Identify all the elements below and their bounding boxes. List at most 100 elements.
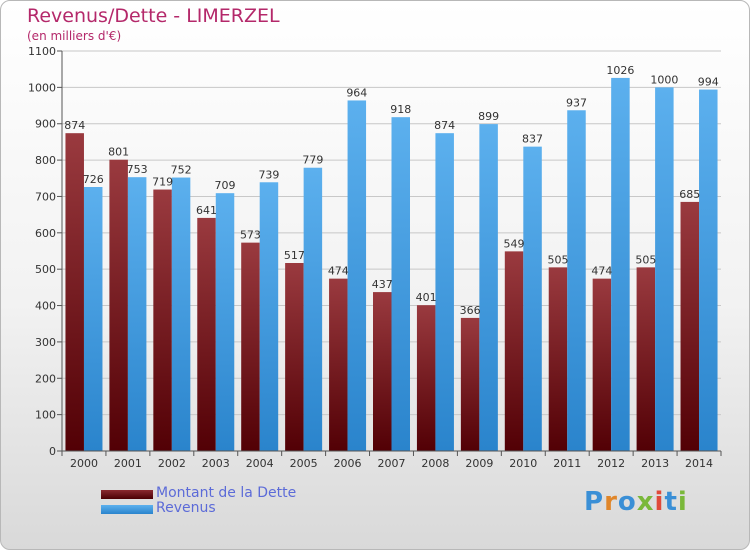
bar-revenus bbox=[83, 187, 103, 451]
data-label-revenus: 918 bbox=[390, 103, 411, 116]
bar-revenus bbox=[127, 177, 147, 451]
x-tick-label: 2007 bbox=[378, 457, 406, 470]
y-tick-label: 700 bbox=[35, 190, 56, 203]
data-label-dette: 641 bbox=[196, 204, 217, 217]
data-label-revenus: 994 bbox=[698, 76, 719, 89]
data-label-revenus: 1000 bbox=[650, 73, 678, 86]
logo-letter: i bbox=[677, 487, 688, 517]
logo-letter: t bbox=[664, 487, 678, 517]
bar-revenus bbox=[611, 77, 630, 451]
bar-dette bbox=[197, 217, 216, 451]
legend-swatch-revenus bbox=[101, 505, 153, 514]
data-label-dette: 685 bbox=[679, 188, 700, 201]
proxiti-logo: Proxiti bbox=[584, 487, 688, 517]
bar-revenus bbox=[171, 177, 191, 451]
data-label-revenus: 937 bbox=[566, 96, 587, 109]
x-tick-label: 2003 bbox=[202, 457, 230, 470]
bar-revenus bbox=[347, 100, 367, 452]
bar-dette bbox=[680, 201, 700, 451]
bar-dette bbox=[460, 317, 480, 451]
legend-label-revenus: Revenus bbox=[156, 500, 216, 516]
y-tick-label: 200 bbox=[35, 372, 56, 385]
data-label-revenus: 1026 bbox=[606, 64, 634, 77]
x-tick-label: 2011 bbox=[553, 457, 581, 470]
chart-title: Revenus/Dette - LIMERZEL bbox=[27, 5, 280, 27]
data-label-dette: 474 bbox=[328, 265, 349, 278]
legend-item-revenus: Revenus bbox=[101, 500, 361, 517]
logo-letter: P bbox=[584, 487, 605, 517]
y-tick-label: 400 bbox=[35, 300, 56, 313]
bar-dette bbox=[285, 263, 304, 451]
data-label-dette: 505 bbox=[635, 253, 656, 266]
x-tick-label: 2004 bbox=[246, 457, 274, 470]
bar-dette bbox=[416, 305, 436, 451]
bar-revenus bbox=[655, 87, 674, 451]
x-tick-label: 2002 bbox=[158, 457, 186, 470]
legend-item-dette: Montant de la Dette bbox=[101, 485, 361, 502]
data-label-revenus: 726 bbox=[83, 173, 104, 186]
bar-revenus bbox=[303, 167, 323, 451]
y-tick-label: 500 bbox=[35, 263, 56, 276]
bar-revenus bbox=[215, 193, 235, 451]
x-tick-label: 2009 bbox=[465, 457, 493, 470]
y-tick-label: 1000 bbox=[28, 81, 56, 94]
data-label-revenus: 837 bbox=[522, 133, 543, 146]
bar-dette bbox=[109, 159, 128, 451]
bar-dette bbox=[373, 292, 392, 451]
y-tick-label: 900 bbox=[35, 118, 56, 131]
x-tick-label: 2010 bbox=[509, 457, 537, 470]
data-label-revenus: 752 bbox=[171, 164, 192, 177]
data-label-dette: 474 bbox=[591, 265, 612, 278]
y-tick-label: 1100 bbox=[28, 45, 56, 58]
bar-revenus bbox=[259, 182, 279, 452]
x-tick-label: 2001 bbox=[114, 457, 142, 470]
data-label-dette: 719 bbox=[152, 176, 173, 189]
bar-revenus bbox=[523, 146, 542, 452]
bar-revenus bbox=[435, 133, 454, 451]
data-label-dette: 366 bbox=[460, 304, 481, 317]
data-label-revenus: 709 bbox=[215, 179, 236, 192]
bar-revenus bbox=[391, 117, 410, 451]
x-tick-label: 2013 bbox=[641, 457, 669, 470]
x-tick-label: 2008 bbox=[421, 457, 449, 470]
y-tick-label: 100 bbox=[35, 409, 56, 422]
data-label-revenus: 753 bbox=[127, 163, 148, 176]
logo-letter: x bbox=[636, 487, 655, 517]
bar-dette bbox=[592, 278, 612, 451]
x-tick-label: 2000 bbox=[70, 457, 98, 470]
bar-dette bbox=[504, 251, 524, 451]
legend: Montant de la Dette Revenus bbox=[101, 485, 361, 517]
bar-revenus bbox=[567, 110, 586, 451]
data-label-revenus: 739 bbox=[258, 168, 279, 181]
y-tick-label: 800 bbox=[35, 154, 56, 167]
bar-dette bbox=[65, 133, 84, 451]
data-label-dette: 505 bbox=[547, 253, 568, 266]
x-tick-label: 2005 bbox=[290, 457, 318, 470]
data-label-revenus: 779 bbox=[302, 154, 323, 167]
bar-revenus bbox=[699, 89, 718, 451]
bar-revenus bbox=[479, 124, 498, 451]
data-label-dette: 801 bbox=[108, 146, 129, 159]
legend-swatch-dette bbox=[101, 490, 153, 499]
bar-dette bbox=[241, 242, 260, 451]
y-tick-label: 300 bbox=[35, 336, 56, 349]
data-label-dette: 437 bbox=[372, 278, 393, 291]
data-label-dette: 517 bbox=[284, 249, 305, 262]
bar-dette bbox=[548, 267, 568, 451]
logo-letter: i bbox=[654, 487, 665, 517]
data-label-revenus: 874 bbox=[434, 119, 455, 132]
logo-letter: r bbox=[604, 487, 618, 517]
y-tick-label: 600 bbox=[35, 227, 56, 240]
data-label-dette: 573 bbox=[240, 229, 261, 242]
data-label-dette: 401 bbox=[416, 291, 437, 304]
bar-dette bbox=[153, 189, 172, 451]
data-label-revenus: 899 bbox=[478, 110, 499, 123]
x-tick-label: 2014 bbox=[685, 457, 713, 470]
y-tick-label: 0 bbox=[49, 445, 56, 458]
chart-subtitle: (en milliers d'€) bbox=[27, 29, 122, 43]
legend-label-dette: Montant de la Dette bbox=[156, 485, 297, 501]
bar-dette bbox=[636, 267, 656, 451]
data-label-revenus: 964 bbox=[346, 86, 367, 99]
